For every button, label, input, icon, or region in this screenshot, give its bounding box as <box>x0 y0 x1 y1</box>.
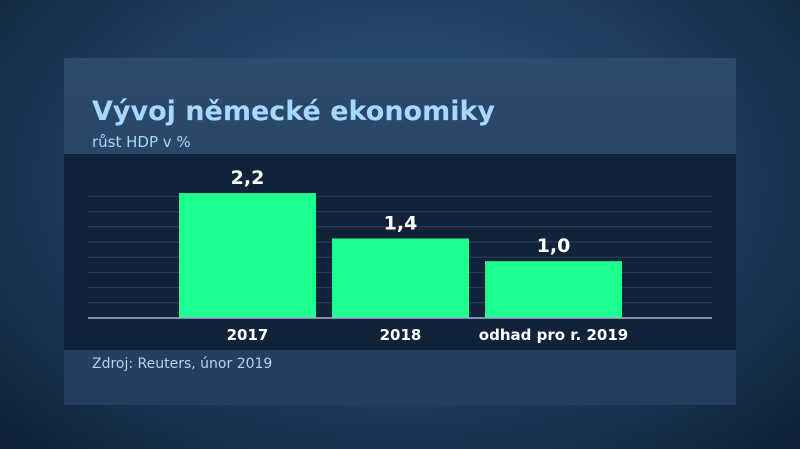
bar-odhad-pro-r-2019 <box>485 261 622 318</box>
x-tick-label: 2018 <box>380 326 422 344</box>
bar-2018 <box>332 238 469 318</box>
x-tick-label: odhad pro r. 2019 <box>479 326 628 344</box>
bar-2017 <box>179 193 316 318</box>
source-note: Zdroj: Reuters, únor 2019 <box>92 356 273 372</box>
data-label: 1,0 <box>537 235 571 257</box>
data-label: 1,4 <box>384 212 418 234</box>
x-tick-label: 2017 <box>227 326 269 344</box>
chart-subtitle: růst HDP v % <box>92 133 191 151</box>
chart-card: Vývoj německé ekonomiky růst HDP v % 2,2… <box>64 58 736 405</box>
bar-chart: 2,2 2017 1,4 2018 1,0 odhad pro r. 2019 <box>88 167 712 344</box>
data-label: 2,2 <box>231 167 265 189</box>
chart-title: Vývoj německé ekonomiky <box>92 96 496 127</box>
